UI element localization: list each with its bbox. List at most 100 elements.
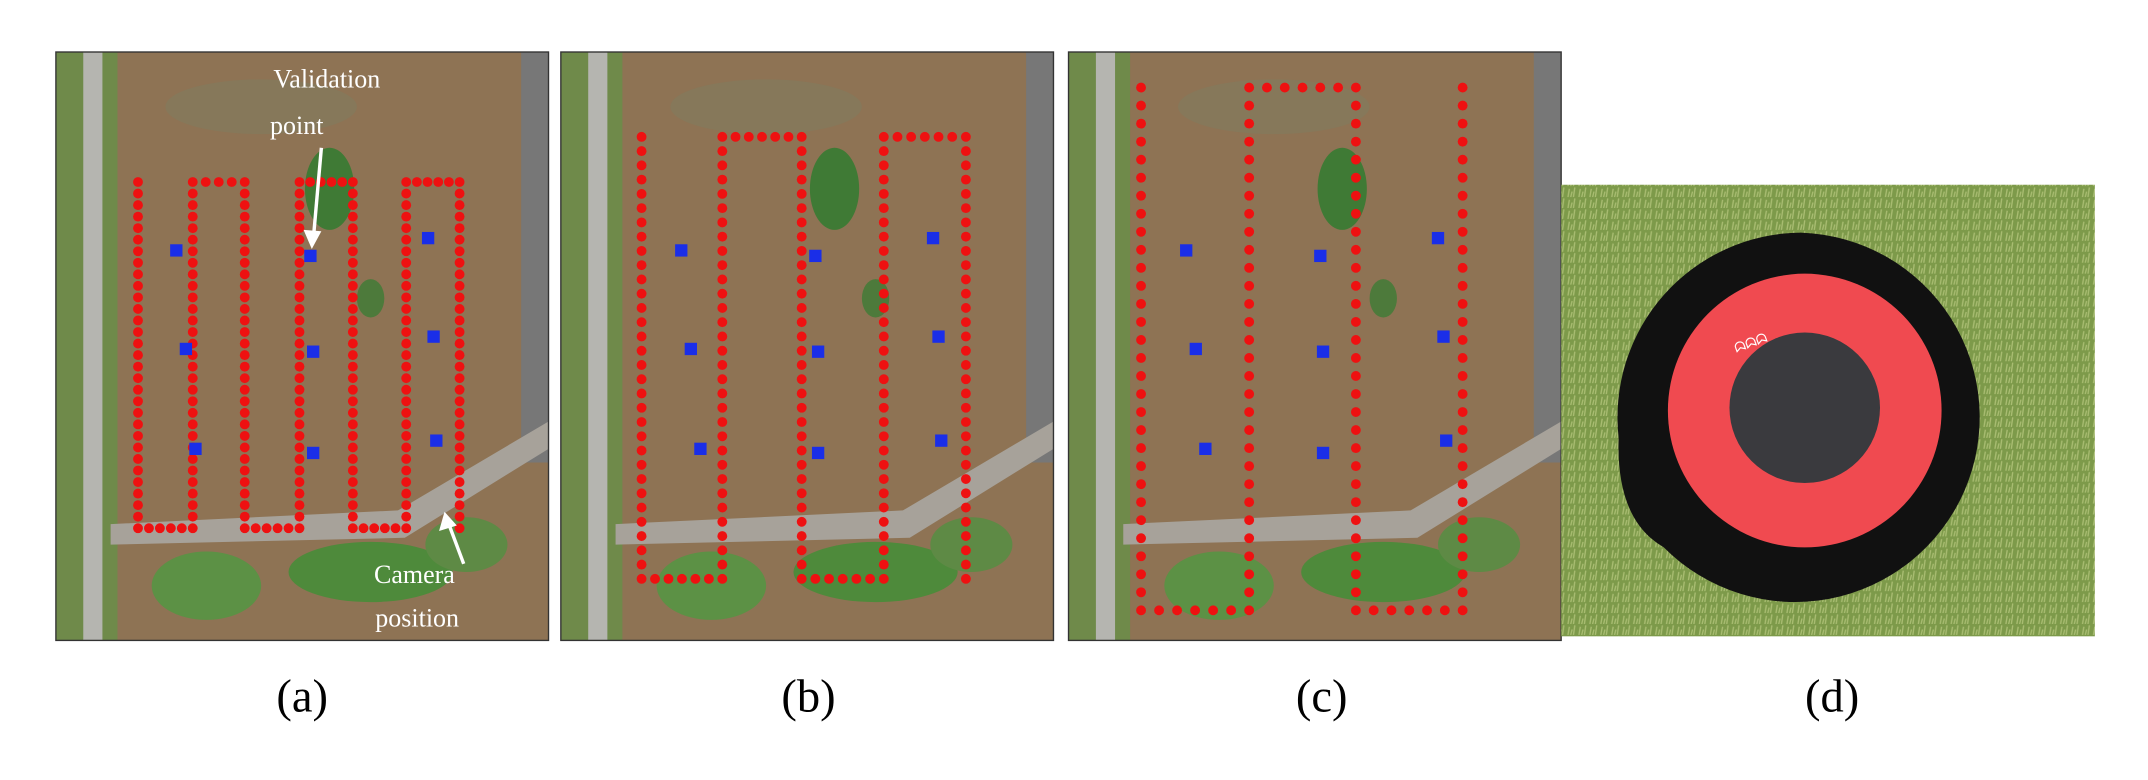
- camera-position: [239, 396, 250, 407]
- camera-position: [294, 442, 305, 453]
- camera-position: [347, 234, 358, 245]
- camera-position: [1136, 461, 1146, 472]
- camera-position: [717, 260, 728, 271]
- camera-position: [454, 488, 465, 499]
- camera-position: [636, 559, 647, 570]
- camera-position: [865, 573, 876, 584]
- camera-position: [133, 315, 143, 326]
- validation-point: [811, 446, 825, 460]
- camera-position: [1350, 587, 1361, 598]
- camera-position: [960, 217, 971, 228]
- camera-position: [239, 315, 250, 326]
- camera-position: [239, 234, 250, 245]
- camera-position: [636, 573, 647, 584]
- camera-position: [294, 430, 305, 441]
- camera-position: [433, 177, 444, 187]
- camera-position: [1457, 172, 1468, 183]
- camera-position: [960, 131, 971, 142]
- camera-position: [401, 188, 412, 199]
- camera-position: [144, 523, 154, 534]
- camera-position: [401, 338, 412, 349]
- camera-position: [1244, 479, 1255, 490]
- camera-position: [454, 396, 465, 407]
- camera-position: [1136, 82, 1146, 93]
- camera-position: [717, 374, 728, 385]
- camera-position: [1244, 190, 1255, 201]
- camera-position: [1350, 479, 1361, 490]
- camera-position: [1244, 515, 1255, 526]
- validation-point: [926, 231, 940, 245]
- camera-position: [401, 511, 412, 522]
- camera-position: [1136, 605, 1146, 616]
- camera-position: [878, 188, 889, 199]
- camera-position: [401, 488, 412, 499]
- camera-position: [1244, 389, 1255, 399]
- camera-position: [239, 361, 250, 372]
- camera-position: [239, 477, 250, 487]
- camera-position: [347, 292, 358, 303]
- camera-position: [717, 474, 728, 484]
- camera-position: [133, 419, 143, 430]
- camera-position: [1350, 515, 1361, 526]
- camera-position: [743, 131, 754, 142]
- camera-position: [1350, 82, 1361, 93]
- camera-position: [1350, 172, 1361, 183]
- camera-position: [401, 315, 412, 326]
- camera-position: [347, 384, 358, 395]
- camera-position: [636, 345, 647, 356]
- panel-b-image: [560, 51, 1055, 642]
- camera-position: [187, 419, 198, 430]
- camera-position: [960, 417, 971, 427]
- annotation-text: point: [270, 111, 324, 140]
- camera-position: [443, 177, 454, 187]
- camera-position: [294, 292, 305, 303]
- camera-position: [133, 200, 143, 211]
- camera-position: [878, 274, 889, 285]
- camera-position: [796, 217, 807, 228]
- camera-position: [824, 573, 834, 584]
- camera-position: [636, 360, 647, 370]
- camera-position: [401, 304, 412, 314]
- camera-position: [1350, 407, 1361, 417]
- camera-position: [294, 211, 305, 222]
- camera-position: [796, 445, 807, 456]
- camera-position: [401, 523, 412, 534]
- camera-position: [717, 146, 728, 157]
- camera-position: [1136, 136, 1146, 147]
- camera-position: [796, 474, 807, 484]
- camera-position: [272, 523, 283, 534]
- camera-position: [1244, 244, 1255, 255]
- camera-position: [187, 488, 198, 499]
- camera-position: [960, 260, 971, 271]
- camera-position: [783, 131, 794, 142]
- camera-position: [401, 350, 412, 361]
- validation-point: [1437, 330, 1450, 343]
- camera-position: [960, 174, 971, 185]
- camera-position: [1136, 479, 1146, 490]
- camera-position: [796, 345, 807, 356]
- camera-position: [1457, 335, 1468, 345]
- camera-position: [1457, 136, 1468, 147]
- validation-point: [427, 330, 440, 343]
- camera-position: [1457, 298, 1468, 309]
- camera-position: [878, 531, 889, 541]
- camera-position: [703, 573, 714, 584]
- camera-position: [717, 245, 728, 256]
- camera-position: [796, 516, 807, 527]
- camera-position: [1350, 497, 1361, 508]
- camera-position: [347, 257, 358, 268]
- camera-position: [239, 430, 250, 441]
- camera-position: [1136, 551, 1146, 562]
- camera-annotation: Camera position: [374, 511, 466, 633]
- camera-position: [347, 407, 358, 418]
- camera-position: [401, 223, 412, 234]
- camera-position: [1457, 118, 1468, 129]
- camera-position: [878, 345, 889, 356]
- camera-position: [347, 304, 358, 314]
- camera-position: [1350, 605, 1361, 616]
- camera-position: [1368, 605, 1379, 616]
- camera-position: [1136, 497, 1146, 508]
- validation-point: [421, 231, 435, 245]
- camera-position: [1350, 280, 1361, 291]
- camera-position: [960, 317, 971, 328]
